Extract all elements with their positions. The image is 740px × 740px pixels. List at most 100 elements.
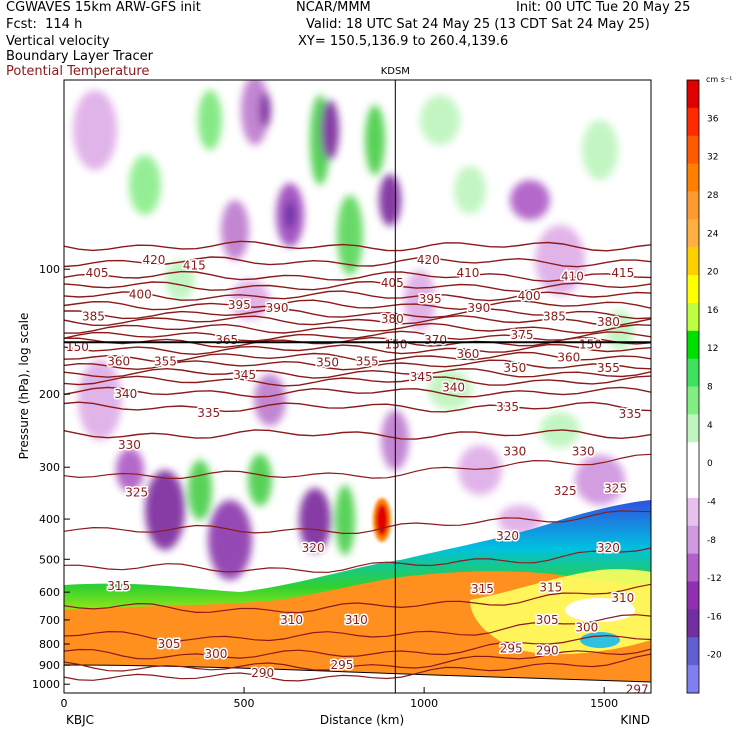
theta-label: 355 [356,355,379,369]
theta-contour [64,256,651,268]
theta-label: 310 [345,613,368,627]
theta-contour [64,634,651,660]
theta-contour [64,299,651,311]
theta-contour [64,270,651,283]
theta-contour [64,375,651,387]
colorbar-segment [687,107,699,137]
colorbar-segment [687,80,699,109]
theta-contour [64,351,651,363]
theta-label: 345 [233,368,256,382]
theta-label: 290 [536,644,559,658]
forecast-hour: Fcst: 114 h [6,17,83,32]
colorbar-segment [687,135,699,165]
colorbar-segment [687,163,699,192]
theta-contour [64,343,651,356]
theta-label: 345 [410,370,433,384]
theta-label: 315 [539,581,562,595]
colorbar-tick-label: 36 [707,114,719,124]
theta-contour [64,314,651,327]
colorbar-segment [687,330,699,360]
y-tick-label: 700 [39,614,60,627]
theta-label: 295 [500,641,523,655]
theta-label: 300 [575,620,598,634]
left-endpoint-label: KBJC [66,713,94,727]
theta-label: 360 [557,350,580,364]
theta-label: 420 [143,253,166,267]
y-axis: 100 200 300 400 500 600 700 800 900 1000 [32,263,70,691]
colorbar-tick-label: -16 [707,612,722,622]
colorbar-segment [687,414,699,443]
theta-label: 400 [518,289,541,303]
theta-label: 350 [316,356,339,370]
theta-label: 290 [251,666,274,680]
theta-contour [64,453,651,480]
colorbar-segment [687,553,699,583]
colorbar-tick-label: 4 [707,421,713,431]
theta-label: 360 [457,347,480,361]
valid-time: Valid: 18 UTC Sat 24 May 25 (13 CDT Sat … [306,17,650,32]
theta-label: 360 [107,355,130,369]
theta-label: 385 [543,309,566,323]
theta-label: 325 [604,482,627,496]
theta-label: 390 [266,301,289,315]
colorbar-segment [687,275,699,304]
x-axis: 0 500 1000 1500 [61,687,618,710]
org-label: NCAR/MMM [296,0,371,15]
colorbar-tick-label: -20 [707,651,722,661]
y-tick-label: 1000 [32,678,60,691]
vertical-velocity-field [64,80,651,693]
y-tick-label: 900 [39,659,60,672]
theta-label: 150 [579,338,602,352]
theta-label: 335 [197,406,220,420]
potential-temperature-contours [64,240,651,682]
x-tick-label: 1000 [410,697,438,710]
theta-label: 340 [114,387,137,401]
colorbar-segment [687,386,699,415]
colorbar-segment [687,609,699,638]
theta-label: 295 [330,658,353,672]
y-tick-label: 500 [39,553,60,566]
colorbar-segment [687,637,699,666]
theta-label: 297 [626,683,649,697]
y-tick-label: 300 [39,461,60,474]
y-tick-label: 100 [39,263,60,276]
theta-label: 410 [457,266,480,280]
theta-label: 385 [82,309,105,323]
colorbar-segment [687,219,699,248]
theta-label: 325 [554,484,577,498]
theta-contour [64,583,651,614]
colorbar-segment [687,525,699,555]
colorbar-frame [686,79,700,694]
y-tick-label: 400 [39,513,60,526]
theta-label: 400 [129,287,152,301]
theta-contour [64,547,651,573]
theta-label: 350 [503,361,526,375]
theta-contour [64,280,651,293]
theta-contour [64,359,651,371]
theta-label: 395 [228,298,251,312]
theta-label: 410 [561,269,584,283]
theta-label: 335 [619,407,642,421]
theta-contour [64,429,651,440]
theta-contour [64,614,651,642]
theta-contour [64,648,651,672]
theta-label: 405 [86,266,109,280]
theta-contour [64,367,651,379]
theta-contour [64,290,651,302]
colorbar-segment [687,247,699,276]
theta-label: 320 [302,541,325,555]
plot-frame [63,79,652,694]
theta-label: 305 [536,613,559,627]
theta-label: 405 [381,276,404,290]
colorbar-tick-label: -8 [707,536,716,546]
colorbar-segment [687,581,699,610]
theta-label: 320 [496,529,519,543]
colorbar-segment [687,302,699,332]
theta-label: 420 [417,253,440,267]
colorbar-segment [687,497,699,527]
colorbar-segment [687,191,699,220]
colorbar: 36 32 28 24 20 16 12 8 4 0 -4 -8 -12 -16 -20 [686,79,722,694]
theta-label: 150 [385,338,408,352]
theta-label: 380 [597,315,620,329]
theta-contour [64,510,651,534]
